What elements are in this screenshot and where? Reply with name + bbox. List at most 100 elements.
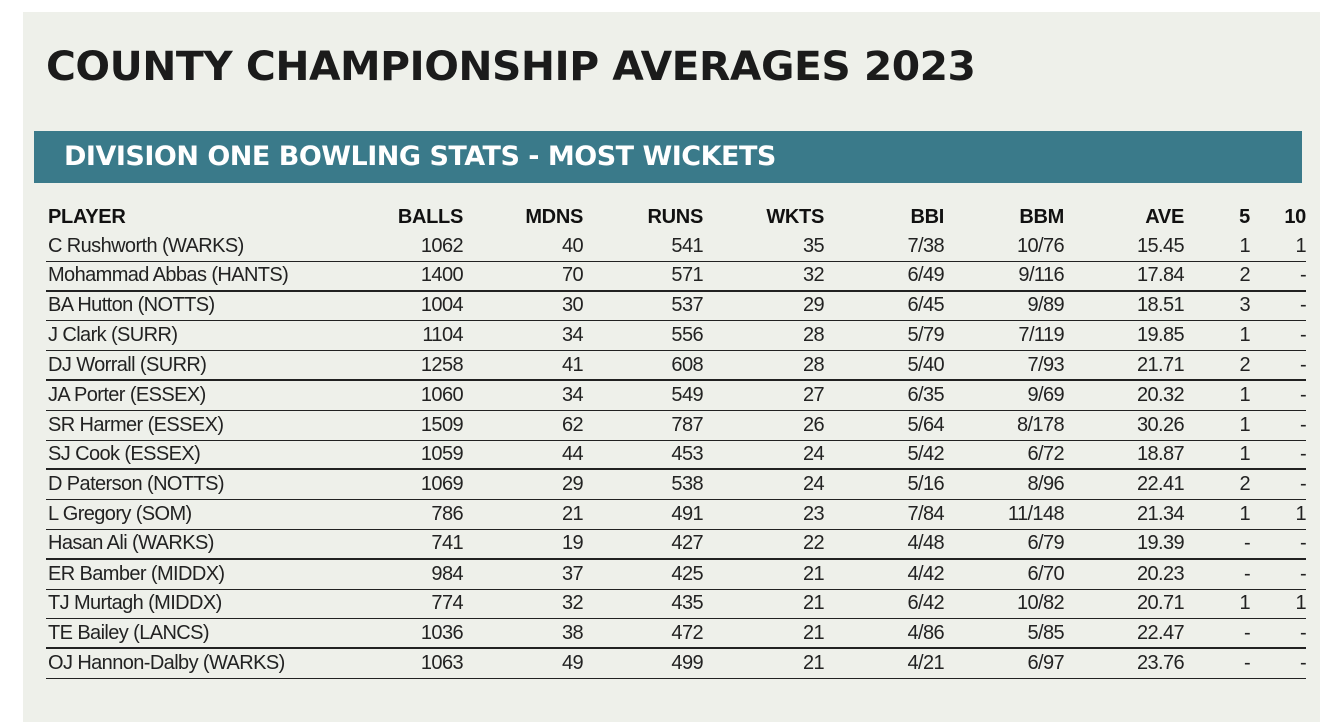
- cell-five-wickets: -: [1243, 621, 1251, 644]
- cell-runs: 491: [671, 503, 703, 526]
- cell-ten-wickets: -: [1299, 353, 1307, 376]
- cell-runs: 571: [671, 264, 703, 287]
- cell-wkts: 22: [802, 532, 825, 555]
- table-row: J Clark (SURR) 1104 34 556 28 5/79 7/119 19.85 1…: [46, 321, 1307, 352]
- cell-mdns: 19: [561, 532, 584, 555]
- cell-mdns: 41: [561, 353, 584, 376]
- table-row: SJ Cook (ESSEX) 1059 44 453 24 5/42 6/72 18.87 1…: [46, 441, 1307, 471]
- cell-balls: 1069: [420, 473, 464, 496]
- cell-runs: 435: [671, 592, 703, 615]
- table-row: Hasan Ali (WARKS) 741 19 427 22 4/48 6/79 19.39…: [46, 530, 1307, 560]
- cell-bbm: 6/70: [1027, 562, 1064, 585]
- cell-ten-wickets: -: [1299, 562, 1307, 585]
- cell-ten-wickets: -: [1299, 383, 1307, 406]
- cell-mdns: 70: [561, 264, 584, 287]
- cell-balls: 1036: [420, 621, 464, 644]
- cell-mdns: 32: [561, 592, 584, 615]
- cell-balls: 984: [431, 562, 463, 585]
- cell-five-wickets: 3: [1239, 294, 1250, 317]
- cell-balls: 1104: [422, 324, 463, 347]
- cell-five-wickets: -: [1243, 562, 1251, 585]
- cell-ave: 19.39: [1136, 532, 1185, 555]
- cell-wkts: 26: [802, 413, 825, 436]
- cell-mdns: 30: [561, 294, 584, 317]
- cell-bbi: 6/35: [907, 383, 944, 406]
- cell-player: J Clark (SURR): [48, 324, 178, 347]
- table-row: C Rushworth (WARKS) 1062 40 541 35 7/38 10/76 1…: [46, 232, 1307, 262]
- cell-ten-wickets: -: [1299, 264, 1307, 287]
- cell-player: TJ Murtagh (MIDDX): [48, 592, 222, 615]
- cell-bbm: 10/76: [1016, 234, 1065, 257]
- page-title: COUNTY CHAMPIONSHIP AVERAGES 2023: [46, 44, 976, 90]
- cell-runs: 608: [671, 353, 703, 376]
- cell-mdns: 21: [561, 503, 584, 526]
- cell-ave: 22.47: [1136, 621, 1185, 644]
- cell-mdns: 62: [561, 413, 584, 436]
- table-row: BA Hutton (NOTTS) 1004 30 537 29 6/45 9/89 18.5…: [46, 292, 1307, 322]
- table-row: OJ Hannon-Dalby (WARKS) 1063 49 499 21 4/21 6/…: [46, 649, 1307, 679]
- cell-mdns: 29: [561, 473, 584, 496]
- table-row: Mohammad Abbas (HANTS) 1400 70 571 32 6/49 9/1…: [46, 262, 1307, 292]
- cell-wkts: 21: [802, 621, 825, 644]
- cell-runs: 549: [671, 383, 703, 406]
- cell-bbi: 5/79: [907, 324, 944, 347]
- cell-ten-wickets: -: [1299, 413, 1307, 436]
- cell-bbi: 4/42: [907, 562, 944, 585]
- cell-balls: 786: [431, 503, 463, 526]
- cell-bbi: 7/38: [907, 234, 944, 257]
- section-title: DIVISION ONE BOWLING STATS - MOST WICKET…: [64, 141, 776, 172]
- cell-balls: 1059: [420, 442, 464, 465]
- cell-bbm: 7/93: [1027, 353, 1064, 376]
- cell-balls: 1509: [420, 413, 464, 436]
- cell-player: OJ Hannon-Dalby (WARKS): [48, 652, 285, 675]
- cell-five-wickets: -: [1243, 532, 1251, 555]
- cell-ave: 21.71: [1136, 353, 1185, 376]
- column-header-player: PLAYER: [48, 206, 126, 228]
- cell-wkts: 24: [802, 473, 825, 496]
- cell-wkts: 32: [802, 264, 825, 287]
- cell-player: SR Harmer (ESSEX): [48, 413, 224, 436]
- cell-runs: 541: [671, 234, 703, 257]
- cell-ten-wickets: 1: [1295, 503, 1306, 526]
- cell-bbm: 6/79: [1027, 532, 1064, 555]
- cell-ten-wickets: -: [1299, 324, 1307, 347]
- cell-ten-wickets: 1: [1295, 234, 1306, 257]
- cell-bbm: 9/116: [1018, 264, 1064, 287]
- cell-bbi: 5/16: [907, 473, 944, 496]
- cell-player: D Paterson (NOTTS): [48, 473, 225, 496]
- cell-runs: 537: [671, 294, 703, 317]
- cell-player: ER Bamber (MIDDX): [48, 562, 225, 585]
- column-header-balls: BALLS: [397, 206, 463, 228]
- cell-runs: 499: [671, 652, 703, 675]
- column-header-ave: AVE: [1145, 206, 1184, 228]
- column-header-bbi: BBI: [910, 206, 944, 228]
- cell-ave: 18.51: [1136, 294, 1185, 317]
- cell-ten-wickets: -: [1299, 294, 1307, 317]
- cell-wkts: 23: [802, 503, 825, 526]
- cell-wkts: 27: [802, 383, 825, 406]
- cell-wkts: 21: [802, 652, 825, 675]
- cell-balls: 741: [431, 532, 463, 555]
- cell-player: JA Porter (ESSEX): [48, 383, 206, 406]
- table-row: D Paterson (NOTTS) 1069 29 538 24 5/16 8/96 22.…: [46, 470, 1307, 501]
- cell-mdns: 44: [561, 442, 584, 465]
- column-header-ten-wickets: 10: [1284, 206, 1306, 228]
- cell-five-wickets: 1: [1239, 503, 1250, 526]
- cell-ten-wickets: -: [1299, 652, 1307, 675]
- cell-ave: 21.34: [1136, 503, 1185, 526]
- cell-ave: 20.23: [1136, 562, 1185, 585]
- cell-bbm: 8/96: [1027, 473, 1064, 496]
- cell-wkts: 28: [802, 353, 825, 376]
- cell-bbi: 6/49: [907, 264, 944, 287]
- bowling-stats-table: PLAYER BALLS MDNS RUNS WKTS BBI BBM AVE 5 10 C Ru…: [46, 203, 1307, 679]
- cell-player: Mohammad Abbas (HANTS): [48, 264, 289, 287]
- cell-mdns: 49: [561, 652, 584, 675]
- stats-panel: [23, 12, 1320, 722]
- cell-player: SJ Cook (ESSEX): [48, 442, 201, 465]
- cell-bbm: 11/148: [1007, 503, 1065, 526]
- cell-ten-wickets: -: [1299, 621, 1307, 644]
- cell-runs: 556: [671, 324, 703, 347]
- cell-balls: 1258: [420, 353, 464, 376]
- cell-wkts: 35: [802, 234, 825, 257]
- cell-bbi: 4/86: [907, 621, 944, 644]
